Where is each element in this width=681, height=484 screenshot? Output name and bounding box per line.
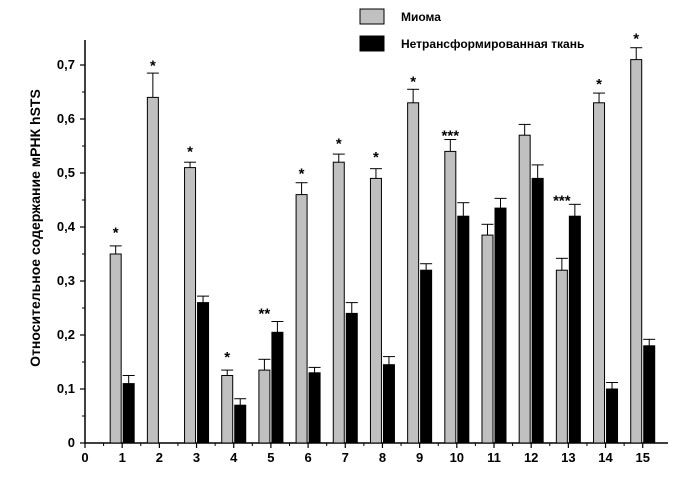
bar-myoma: [369, 177, 382, 444]
bar-normal-tissue: [568, 215, 581, 444]
x-tick-label: 0: [81, 450, 88, 465]
significance-label: ***: [553, 192, 571, 209]
significance-label: *: [633, 30, 639, 47]
significance-label: *: [150, 57, 156, 74]
y-tick-label: 0: [68, 435, 75, 450]
legend: Миома Нетрансформированная ткань: [359, 8, 584, 52]
bar-myoma: [444, 150, 457, 444]
significance-label: ***: [442, 128, 460, 145]
significance-label: *: [299, 165, 305, 182]
bar-myoma: [295, 194, 308, 444]
y-tick-label: 0,4: [57, 219, 76, 234]
x-tick-label: 14: [598, 450, 613, 465]
significance-label: *: [373, 149, 379, 166]
bar-normal-tissue: [234, 404, 247, 444]
x-tick-label: 12: [524, 450, 538, 465]
bar-myoma: [555, 269, 568, 444]
significance-label: *: [596, 76, 602, 93]
y-axis-title: Относительное содержание мРНК hSTS: [27, 89, 43, 367]
y-tick-label: 0,5: [57, 165, 75, 180]
x-tick-label: 3: [193, 450, 200, 465]
y-tick-label: 0,3: [57, 273, 75, 288]
bar-normal-tissue: [457, 215, 470, 444]
bar-myoma: [184, 167, 197, 444]
significance-label: **: [259, 306, 271, 323]
bar-normal-tissue: [197, 302, 210, 444]
bar-myoma: [630, 59, 643, 444]
bar-normal-tissue: [606, 388, 619, 444]
y-tick-label: 0,6: [57, 111, 75, 126]
bar-normal-tissue: [382, 364, 395, 444]
bar-myoma: [593, 102, 606, 444]
y-tick-label: 0,2: [57, 327, 75, 342]
x-tick-label: 9: [416, 450, 423, 465]
legend-swatch-myoma: [359, 8, 385, 25]
bar-normal-tissue: [643, 345, 656, 444]
bar-myoma: [481, 234, 494, 444]
x-tick-label: 11: [487, 450, 501, 465]
significance-label: *: [410, 74, 416, 91]
x-tick-label: 5: [267, 450, 274, 465]
bar-normal-tissue: [494, 207, 507, 444]
bar-normal-tissue: [345, 312, 358, 444]
bar-myoma: [221, 375, 234, 444]
x-tick-label: 10: [450, 450, 464, 465]
bar-normal-tissue: [420, 269, 433, 444]
significance-label: *: [113, 225, 119, 242]
bar-myoma: [109, 253, 122, 444]
x-tick-label: 15: [635, 450, 649, 465]
bar-myoma: [332, 161, 345, 444]
x-tick-label: 6: [304, 450, 311, 465]
y-tick-label: 0,7: [57, 57, 75, 72]
bar-myoma: [258, 369, 271, 444]
x-tick-label: 13: [561, 450, 575, 465]
x-tick-label: 7: [342, 450, 349, 465]
plot-area: 00,10,20,30,40,50,60,70 1 2 3 4 5 6 7 8 9 10 11 12 13…: [57, 30, 668, 465]
bar-myoma: [146, 96, 159, 444]
bar-normal-tissue: [122, 383, 135, 444]
bar-normal-tissue: [308, 372, 321, 444]
x-tick-label: 4: [230, 450, 238, 465]
significance-label: *: [224, 349, 230, 366]
x-tick-label: 1: [119, 450, 126, 465]
y-axis-title-group: Относительное содержание мРНК hSTS: [27, 89, 43, 367]
x-tick-label: 2: [156, 450, 163, 465]
x-tick-label: 8: [379, 450, 386, 465]
significance-label: *: [187, 144, 193, 161]
legend-label-myoma: Миома: [401, 10, 441, 24]
bar-normal-tissue: [531, 177, 544, 444]
legend-swatch-normal-tissue: [359, 35, 385, 52]
significance-label: *: [336, 136, 342, 153]
y-tick-label: 0,1: [57, 381, 75, 396]
bar-normal-tissue: [271, 331, 284, 444]
bar-myoma: [407, 102, 420, 444]
bar-myoma: [518, 134, 531, 444]
legend-label-normal-tissue: Нетрансформированная ткань: [401, 37, 584, 51]
